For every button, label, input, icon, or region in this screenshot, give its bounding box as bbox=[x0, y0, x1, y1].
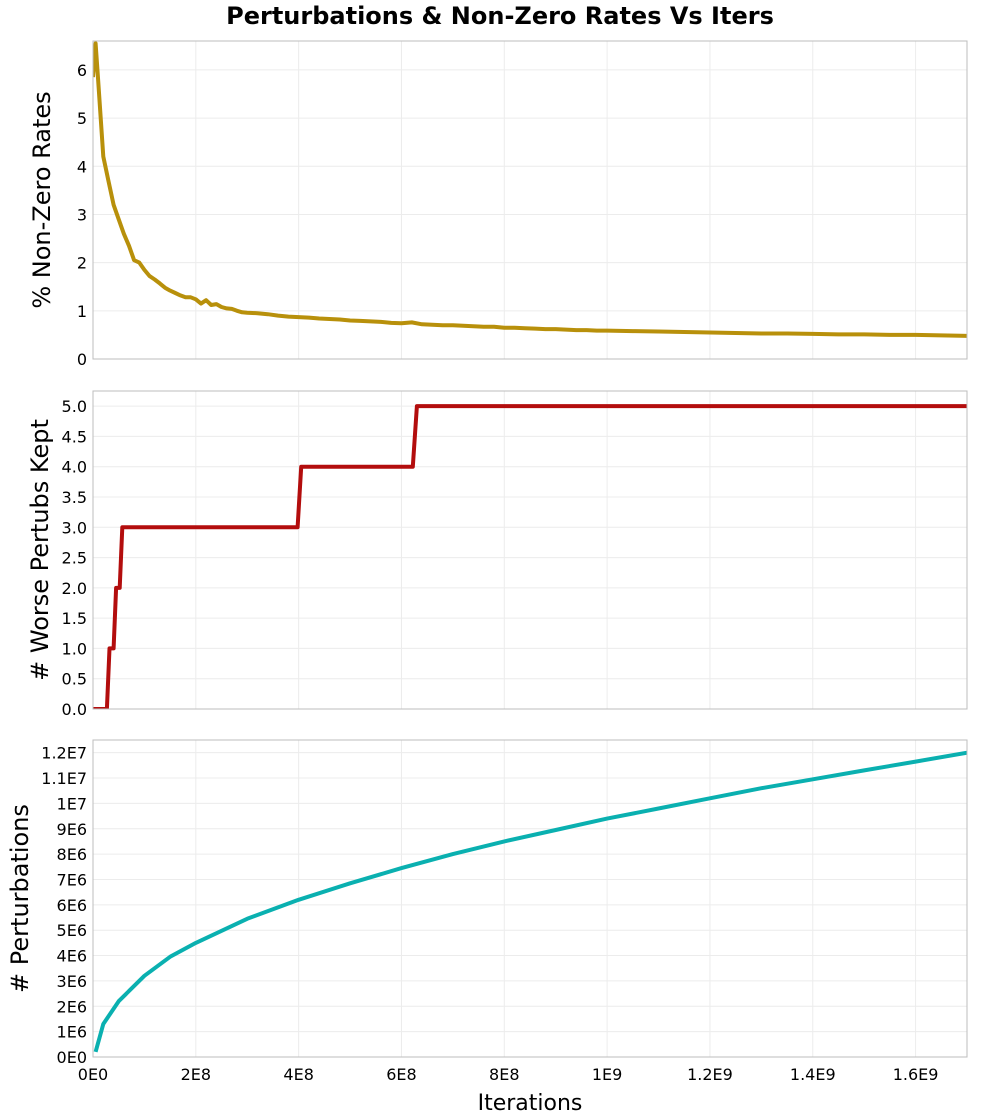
y-tick-label: 3 bbox=[77, 205, 87, 224]
x-tick-label: 8E8 bbox=[489, 1065, 519, 1084]
y-tick-label: 5.0 bbox=[62, 397, 87, 416]
y-tick-label: 8E6 bbox=[57, 845, 87, 864]
x-tick-label: 1.2E9 bbox=[687, 1065, 733, 1084]
y-tick-label: 1E7 bbox=[57, 794, 87, 813]
plot-frame bbox=[92, 739, 968, 1058]
y-tick-label: 5 bbox=[77, 109, 87, 128]
panel-1: 0 1 2 3 4 5 6 % Non-Zero Rates bbox=[28, 40, 968, 369]
y-tick-label: 6E6 bbox=[57, 896, 87, 915]
y-axis-label: # Worse Pertubs Kept bbox=[26, 419, 54, 681]
x-axis-label: Iterations bbox=[478, 1091, 583, 1116]
series-line-worse-pertubs-kept bbox=[93, 404, 967, 709]
y-tick-label: 9E6 bbox=[57, 820, 87, 839]
panel-3: 0E0 1E6 2E6 3E6 4E6 5E6 6E6 7E6 8E6 9E6 1E7 1.1E7 1.… bbox=[6, 739, 968, 1084]
y-tick-label: 3.5 bbox=[62, 488, 87, 507]
y-tick-label: 0.5 bbox=[62, 670, 87, 689]
y-tick-label: 1E6 bbox=[57, 1023, 87, 1042]
y-axis-label: # Perturbations bbox=[6, 804, 34, 993]
y-tick-label: 2E6 bbox=[57, 997, 87, 1016]
x-tick-label: 4E8 bbox=[283, 1065, 313, 1084]
y-axis-label: % Non-Zero Rates bbox=[28, 91, 56, 308]
x-tick-label: 0E0 bbox=[78, 1065, 108, 1084]
y-tick-label: 2.5 bbox=[62, 549, 87, 568]
y-tick-label: 1.1E7 bbox=[41, 769, 87, 788]
y-tick-label: 6 bbox=[77, 61, 87, 80]
x-tick-label: 1E9 bbox=[592, 1065, 622, 1084]
y-tick-label: 0.0 bbox=[62, 700, 87, 719]
series-line-non-zero-rates bbox=[93, 41, 967, 338]
y-tick-label: 2 bbox=[77, 254, 87, 273]
y-tick-label: 7E6 bbox=[57, 870, 87, 889]
y-tick-label: 1.2E7 bbox=[41, 744, 87, 763]
x-tick-label: 6E8 bbox=[386, 1065, 416, 1084]
y-tick-label: 2.0 bbox=[62, 579, 87, 598]
chart-title: Perturbations & Non-Zero Rates Vs Iters bbox=[226, 2, 774, 30]
x-tick-label: 2E8 bbox=[181, 1065, 211, 1084]
y-tick-label: 3E6 bbox=[57, 972, 87, 991]
y-tick-label: 4.5 bbox=[62, 427, 87, 446]
y-tick-label: 0 bbox=[77, 350, 87, 369]
y-tick-label: 4E6 bbox=[57, 947, 87, 966]
y-tick-label: 4.0 bbox=[62, 458, 87, 477]
x-tick-label: 1.4E9 bbox=[790, 1065, 836, 1084]
y-tick-label: 1.0 bbox=[62, 639, 87, 658]
plot-frame bbox=[92, 40, 968, 360]
series-line-perturbations bbox=[93, 750, 967, 1053]
y-tick-label: 1.5 bbox=[62, 609, 87, 628]
y-tick-label: 4 bbox=[77, 157, 87, 176]
x-tick-label: 1.6E9 bbox=[893, 1065, 939, 1084]
y-tick-label: 0E0 bbox=[57, 1048, 87, 1067]
panel-2: 0.0 0.5 1.0 1.5 2.0 2.5 3.0 3.5 4.0 4.5 5.0 # Worse… bbox=[26, 390, 968, 719]
y-tick-label: 3.0 bbox=[62, 518, 87, 537]
y-tick-label: 1 bbox=[77, 302, 87, 321]
plot-frame bbox=[92, 390, 968, 710]
y-tick-label: 5E6 bbox=[57, 921, 87, 940]
